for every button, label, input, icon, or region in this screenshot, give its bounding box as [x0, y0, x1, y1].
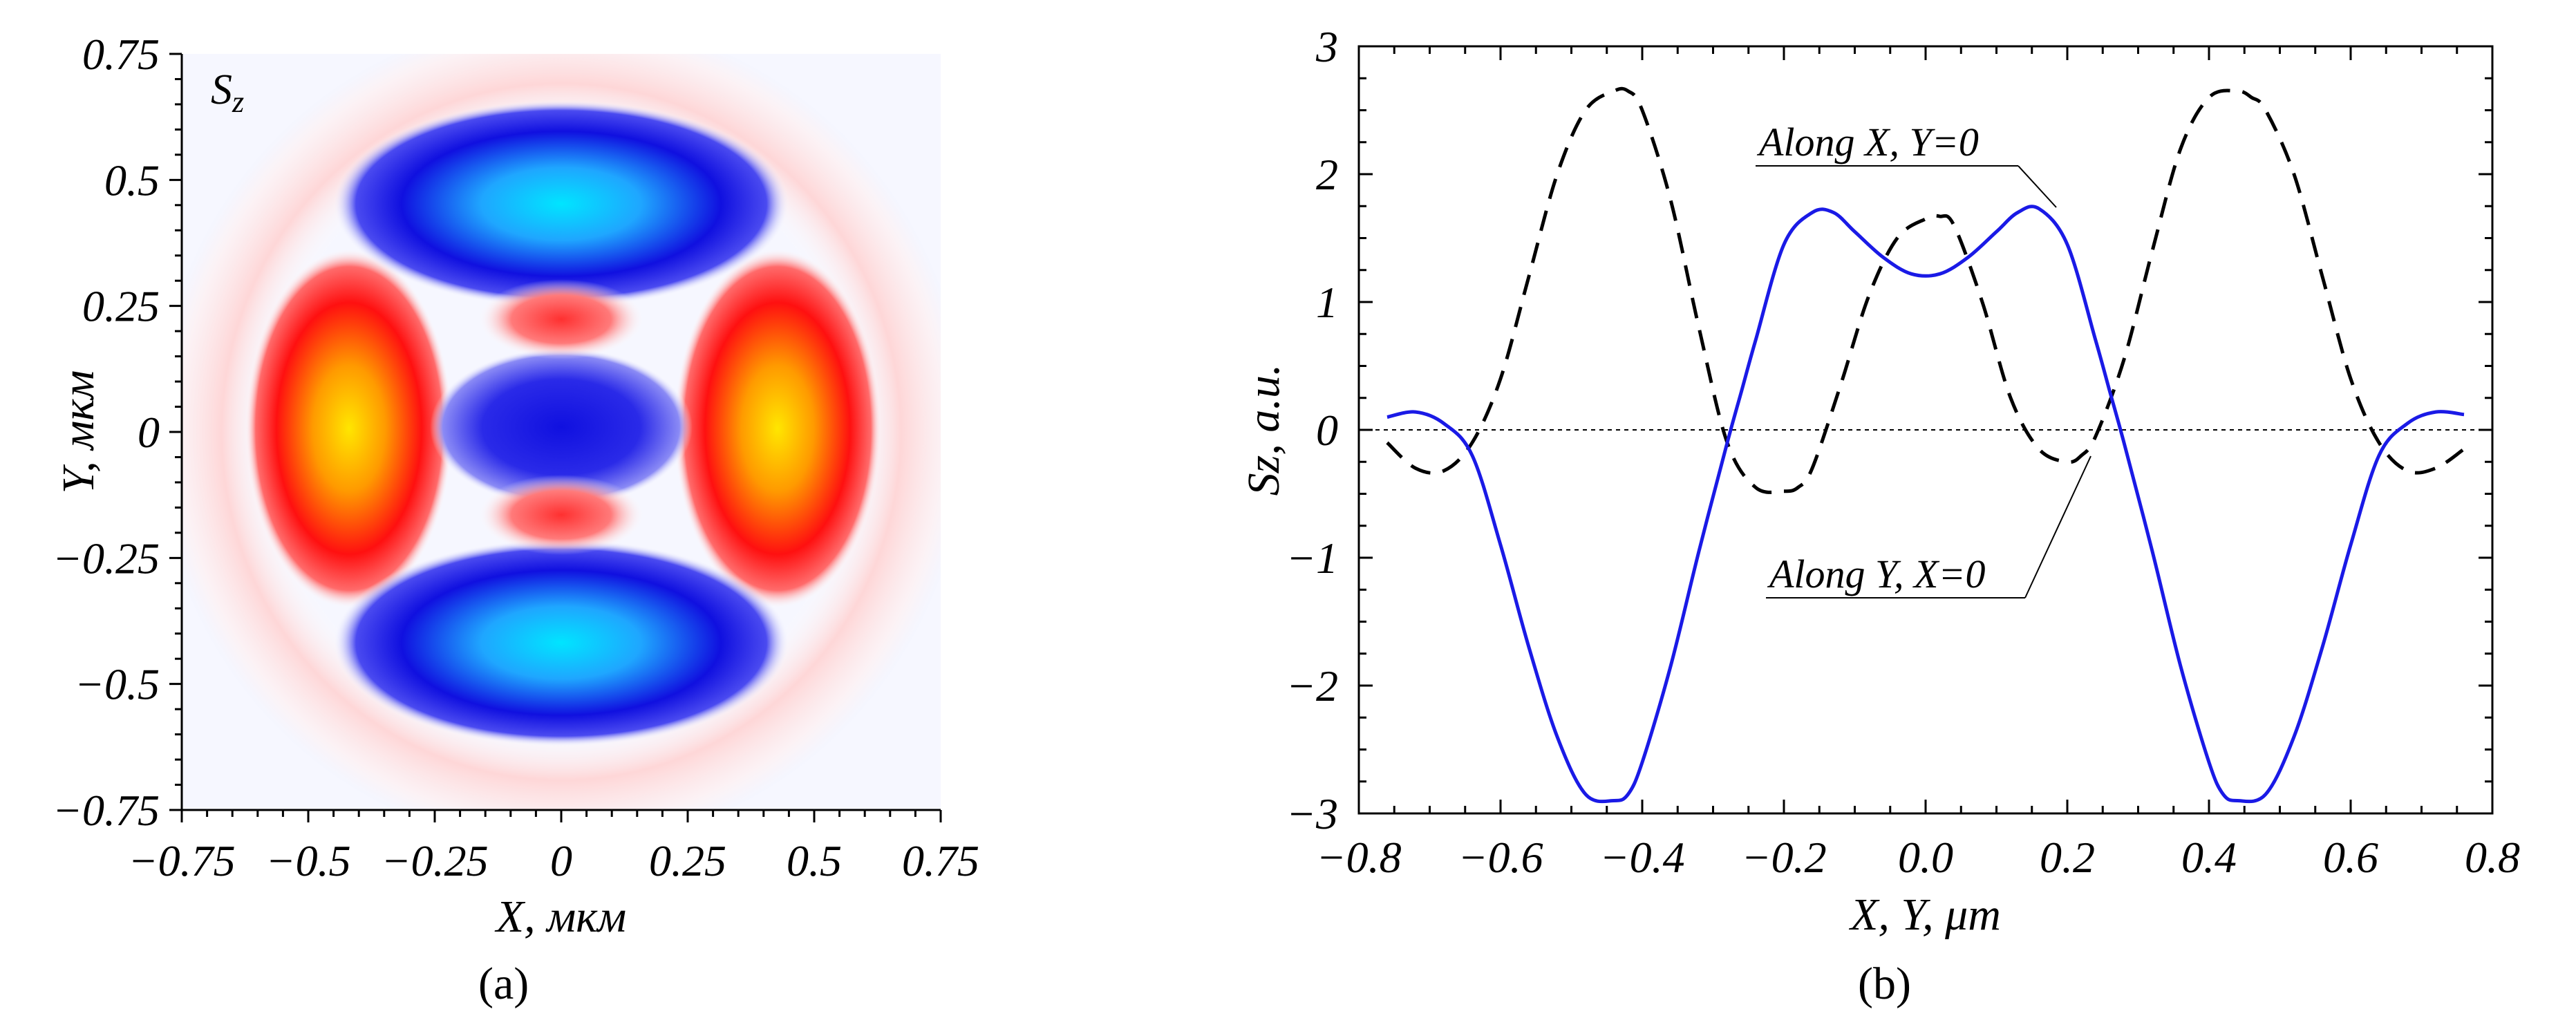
heatmap-x-tick-label: −0.5: [265, 836, 350, 885]
heatmap-y-tick-label: 0.75: [82, 30, 160, 79]
heatmap-y-tick-label: 0.25: [82, 282, 160, 331]
line-x-tick-label: 0.6: [2323, 833, 2378, 882]
annotation-x-leader: [2018, 166, 2056, 207]
series-along-x: [1387, 207, 2464, 802]
heatmap-lobe-top: [333, 100, 789, 308]
heatmap-y-axis-label: Y, мкм: [53, 370, 104, 494]
heatmap-x-tick-label: −0.25: [381, 836, 488, 885]
heatmap-y-tick-label: −0.25: [53, 534, 160, 583]
heatmap-lobe-right: [674, 249, 881, 608]
heatmap-inner-top: [478, 279, 644, 359]
annotation-along-y: Along Y, X=0: [1767, 552, 1986, 596]
line-x-tick-label: −0.2: [1741, 833, 1826, 882]
heatmap-inner-bottom: [478, 475, 644, 555]
line-x-tick-label: −0.4: [1599, 833, 1684, 882]
heatmap-x-tick-label: 0.5: [787, 836, 842, 885]
heatmap-lobe-bottom: [333, 539, 789, 746]
heatmap-y-tick-label: −0.5: [75, 660, 160, 709]
heatmap-y-tick-label: 0: [138, 408, 160, 457]
line-annotations: Along X, Y=0 Along Y, X=0: [1756, 120, 2091, 598]
line-chart-y-axis-label: Sz, a.u.: [1239, 364, 1289, 496]
heatmap-x-tick-label: 0: [550, 836, 572, 885]
annotation-along-x: Along X, Y=0: [1756, 120, 1979, 164]
line-x-tick-label: 0.8: [2465, 833, 2520, 882]
heatmap-lobe-left: [245, 249, 453, 608]
line-chart-x-axis-label: X, Y, μm: [1848, 889, 2001, 940]
line-y-tick-label: −1: [1286, 534, 1338, 583]
heatmap-x-tick-label: 0.75: [902, 836, 979, 885]
line-x-tick-label: −0.8: [1316, 833, 1401, 882]
panel-a-label: (a): [478, 959, 529, 1009]
figure: Sz −0.75 −0.5 −0.25 0 0.25 0.5 0.750.750.50.25…: [0, 0, 2576, 1018]
annotation-y-leader: [2025, 456, 2091, 598]
heatmap-field: [157, 17, 966, 847]
heatmap-panel: Sz −0.75 −0.5 −0.25 0 0.25 0.5 0.750.750.50.25…: [53, 17, 979, 1009]
heatmap-x-tick-label: −0.75: [128, 836, 235, 885]
line-x-tick-label: 0.4: [2181, 833, 2237, 882]
line-y-tick-label: 2: [1316, 150, 1338, 199]
heatmap-y-tick-label: 0.5: [104, 155, 160, 205]
line-chart-panel: −0.8 −0.6 −0.4 −0.2 0.0 0.2 0.4 0.6 0.8 3 2 1 0 −1 −2 −…: [1239, 22, 2520, 1009]
line-y-tick-label: 0: [1316, 406, 1338, 455]
line-y-tick-label: 3: [1315, 22, 1338, 71]
line-y-tick-label: 1: [1316, 278, 1338, 327]
line-y-tick-label: −2: [1286, 661, 1338, 710]
line-y-tick-label: −3: [1286, 789, 1338, 838]
heatmap-x-axis-label: X, мкм: [494, 892, 626, 942]
line-x-tick-label: 0.0: [1898, 833, 1953, 882]
line-x-tick-label: 0.2: [2040, 833, 2095, 882]
line-x-tick-label: −0.6: [1458, 833, 1543, 882]
heatmap-y-tick-label: −0.75: [53, 786, 160, 835]
heatmap-x-tick-label: 0.25: [649, 836, 726, 885]
panel-b-label: (b): [1858, 959, 1911, 1009]
